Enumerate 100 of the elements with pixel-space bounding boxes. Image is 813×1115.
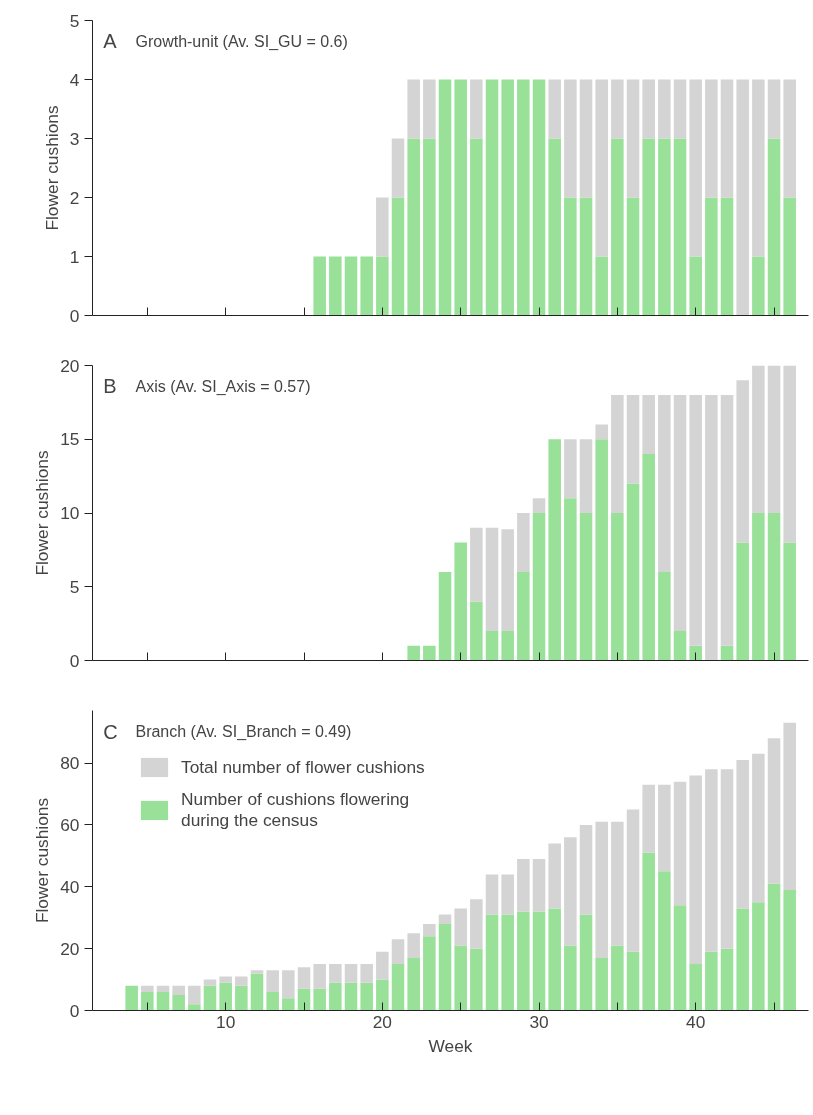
bar xyxy=(501,914,514,1011)
bar xyxy=(673,138,687,316)
bar xyxy=(642,454,655,661)
bar xyxy=(767,883,781,1011)
bar xyxy=(485,631,499,661)
bar xyxy=(532,79,546,316)
bar xyxy=(564,498,577,661)
bar xyxy=(548,439,561,661)
bar xyxy=(517,858,530,912)
y-tick-label: 40 xyxy=(60,876,80,897)
bar xyxy=(767,138,781,316)
bar xyxy=(626,395,640,484)
bar xyxy=(376,979,389,1011)
bar xyxy=(658,784,671,872)
bar xyxy=(407,138,420,316)
bar xyxy=(689,964,702,1011)
bar xyxy=(626,951,640,1011)
bar xyxy=(579,824,593,915)
bar xyxy=(313,964,326,989)
bar xyxy=(548,908,561,1011)
bar xyxy=(673,905,687,1011)
bar xyxy=(360,964,373,983)
bar xyxy=(454,542,467,661)
y-tick-label: 20 xyxy=(60,938,80,959)
bar xyxy=(689,395,702,646)
y-tick-label: 2 xyxy=(69,187,80,208)
bar xyxy=(141,991,154,1011)
y-tick-label: 1 xyxy=(69,246,80,267)
bar xyxy=(219,976,232,983)
y-tick-label: 20 xyxy=(60,355,80,376)
bar xyxy=(611,945,624,1011)
bar xyxy=(611,138,624,316)
bar xyxy=(282,970,295,999)
bar xyxy=(611,513,624,661)
bar xyxy=(658,871,671,1011)
y-tick-label: 0 xyxy=(69,305,80,326)
text: Growth-unit (Av. SI_GU = 0.6) xyxy=(135,32,348,51)
bar xyxy=(532,513,546,661)
bar xyxy=(423,645,436,661)
bar xyxy=(470,79,483,139)
bar xyxy=(579,197,593,316)
bar xyxy=(720,395,734,646)
bar xyxy=(689,645,702,661)
bar xyxy=(172,995,185,1011)
bar xyxy=(626,79,640,198)
bar xyxy=(391,939,405,965)
y-axis-title: Flower cushions xyxy=(32,797,53,924)
bar xyxy=(767,513,781,661)
bar xyxy=(673,79,687,139)
bar xyxy=(705,197,718,316)
y-tick-label: 0 xyxy=(69,1000,80,1021)
bar xyxy=(125,985,138,1011)
bar xyxy=(454,79,467,316)
text: B xyxy=(103,375,117,398)
bar xyxy=(767,365,781,513)
bar xyxy=(470,948,483,1011)
bar xyxy=(658,79,671,139)
bar xyxy=(736,380,749,543)
bar xyxy=(548,79,561,139)
bar xyxy=(595,821,608,958)
bar xyxy=(156,991,170,1011)
bar xyxy=(282,998,295,1011)
bar xyxy=(423,79,436,139)
bar xyxy=(407,957,420,1011)
bar xyxy=(673,781,687,906)
bar xyxy=(579,439,593,513)
bar xyxy=(736,542,749,661)
bar xyxy=(297,967,311,989)
bar xyxy=(705,395,718,661)
text: Axis (Av. SI_Axis = 0.57) xyxy=(135,377,311,396)
bar xyxy=(376,256,389,316)
bar xyxy=(783,79,796,198)
bar xyxy=(344,982,358,1011)
bar xyxy=(658,138,671,316)
bar xyxy=(736,79,749,316)
bar xyxy=(595,424,608,440)
bar xyxy=(485,914,499,1011)
bar xyxy=(579,513,593,661)
bar xyxy=(532,498,546,513)
bar xyxy=(266,970,279,992)
x-tick-label: 10 xyxy=(216,1011,236,1032)
bar xyxy=(752,365,765,513)
bar xyxy=(642,138,655,316)
bar xyxy=(313,988,326,1011)
bar xyxy=(203,985,217,1011)
bar xyxy=(611,395,624,513)
bar xyxy=(329,982,342,1011)
bar xyxy=(658,395,671,572)
bar xyxy=(391,138,405,198)
bar xyxy=(454,908,467,946)
bar xyxy=(485,874,499,915)
y-tick-label: 15 xyxy=(60,429,80,450)
bar xyxy=(501,631,514,661)
bar xyxy=(720,645,734,661)
bar xyxy=(438,914,452,924)
bar xyxy=(611,79,624,139)
bar xyxy=(470,899,483,949)
bar xyxy=(407,79,420,139)
bar xyxy=(767,79,781,139)
bar xyxy=(188,1004,201,1011)
